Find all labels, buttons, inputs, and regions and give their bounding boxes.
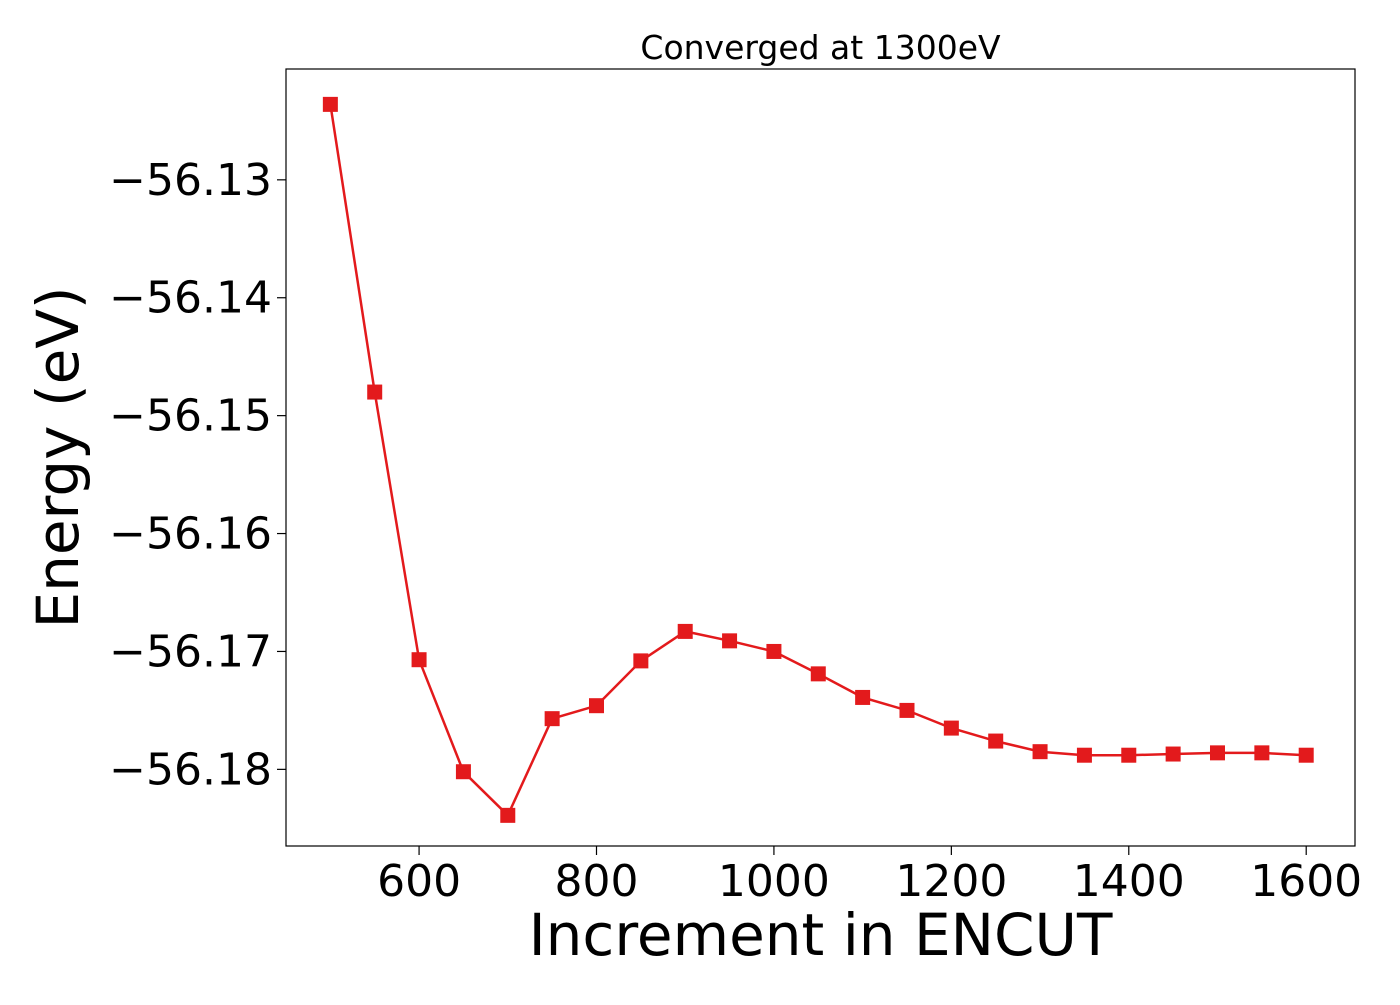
data-point-marker [1209,745,1225,761]
chart-title: Converged at 1300eV [640,28,1001,67]
x-axis-label: Increment in ENCUT [529,901,1113,969]
x-tick-label: 800 [555,856,639,907]
x-tick-label: 1600 [1250,856,1362,907]
data-point-marker [943,720,959,736]
data-point-marker [455,764,471,780]
x-axis-ticks: 600 800 1000 1200 1400 1600 [377,846,1362,907]
plot-frame-rect [285,68,1356,847]
data-point-marker [1121,747,1137,763]
data-point-marker [855,689,871,705]
x-tick-label: 600 [377,856,461,907]
data-point-marker [544,711,560,727]
data-point-marker [988,733,1004,749]
x-tick-label: 1000 [718,856,830,907]
y-tick-label: −56.16 [109,509,272,560]
data-point-marker [588,698,604,714]
y-tick-label: −56.13 [109,155,272,206]
y-tick-label: −56.14 [109,273,272,324]
plot-frame [285,68,1356,847]
data-point-marker [411,652,427,668]
data-point-marker [1076,747,1092,763]
data-point-marker [1032,744,1048,760]
data-point-marker [677,623,693,639]
data-point-marker [1165,746,1181,762]
y-tick-label: −56.15 [109,391,272,442]
data-point-marker [1298,747,1314,763]
y-axis-label: Energy (eV) [24,286,92,628]
y-tick-label: −56.18 [109,744,272,795]
data-point-marker [1254,745,1270,761]
data-point-marker [633,653,649,669]
y-tick-label: −56.17 [109,626,272,677]
data-point-marker [810,666,826,682]
data-point-marker [322,96,338,112]
x-tick-label: 1200 [895,856,1007,907]
series-group [322,96,1314,823]
data-point-marker [722,633,738,649]
series-line [329,104,1307,817]
data-point-marker [500,807,516,823]
x-tick-label: 1400 [1073,856,1185,907]
data-point-marker [899,702,915,718]
data-point-marker [766,643,782,659]
data-point-marker [367,384,383,400]
y-axis-ticks: −56.13 −56.14 −56.15 −56.16 −56.17 −56.18 [109,155,286,795]
